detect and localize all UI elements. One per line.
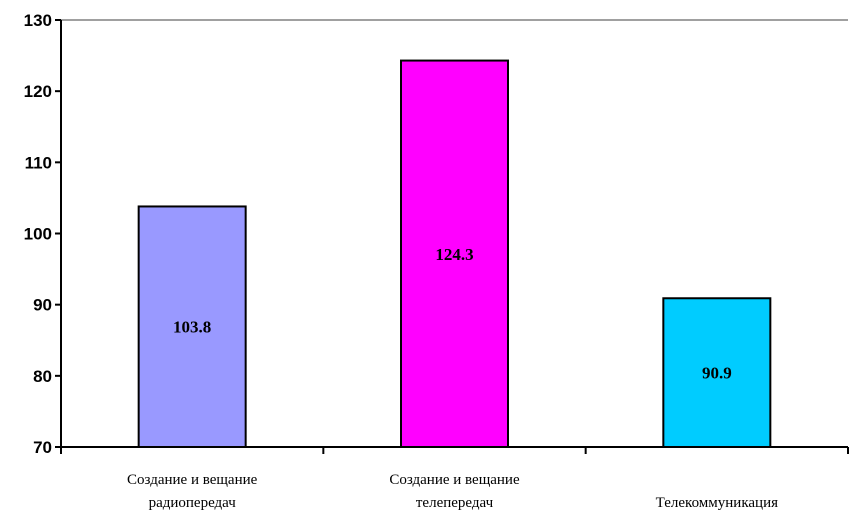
y-tick-label: 100 xyxy=(24,225,52,244)
bar xyxy=(400,59,509,448)
y-tick-label: 80 xyxy=(33,367,52,386)
y-tick-label: 70 xyxy=(33,438,52,457)
data-label: 124.3 xyxy=(435,245,473,264)
bar xyxy=(662,297,772,448)
x-category-label: телепередач xyxy=(416,495,494,511)
data-label: 103.8 xyxy=(173,318,211,337)
x-category-label: Создание и вещание xyxy=(389,472,520,488)
y-tick-label: 130 xyxy=(24,11,52,30)
y-tick-label: 120 xyxy=(24,82,52,101)
x-category-label: радиопередач xyxy=(149,495,237,511)
y-tick-label: 110 xyxy=(25,153,52,172)
x-axis: Создание и вещание радиопередач Создание и… xyxy=(60,446,849,511)
x-category-label: Создание и вещание xyxy=(127,472,258,488)
bars: 103.8 124.3 90.9 xyxy=(137,59,772,448)
x-category-label: Телекоммуникация xyxy=(656,495,778,511)
y-axis: 70 80 90 100 110 120 130 xyxy=(24,11,848,457)
y-tick-label: 90 xyxy=(33,296,52,315)
data-label: 90.9 xyxy=(702,364,732,383)
bar xyxy=(137,205,247,448)
